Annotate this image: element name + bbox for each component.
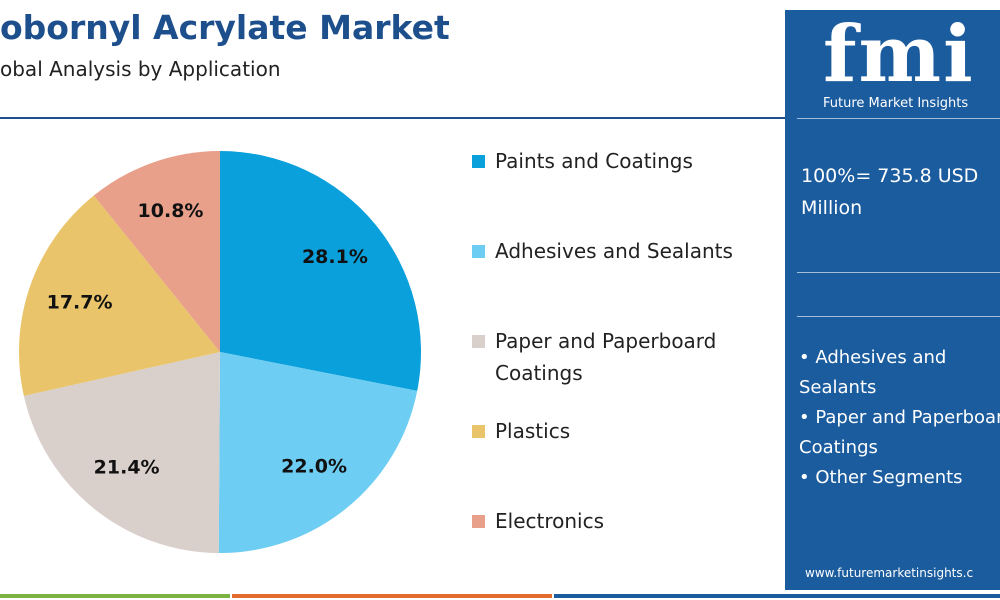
market-size-note: 100%= 735.8 USD Million [801,165,979,219]
legend-label: Electronics [495,509,605,533]
chart-title: obornyl Acrylate Market [0,8,450,47]
info-panel: fmi Future Market Insights 100%= 735.8 U… [785,10,1000,590]
legend-label: Adhesives and Sealants [495,239,733,263]
bullet-list: • Adhesives and Sealants • Paper and Pape… [799,343,1000,493]
pie-chart: 28.1% 22.0% 21.4% 17.7% 10.8% [19,151,421,553]
data-label: 10.8% [138,200,204,222]
legend-item: Paper and Paperboard Coatings [472,325,772,415]
chart-subtitle: obal Analysis by Application [0,57,281,81]
data-label: 22.0% [281,456,347,478]
legend-item: Paints and Coatings [472,145,772,235]
pie-slice [19,195,220,396]
bullet-item: • Other Segments [799,467,963,488]
legend-label: Plastics [495,419,571,443]
pie-slice [93,151,220,352]
legend-label: Paints and Coatings [495,149,693,173]
data-label: 17.7% [47,291,113,313]
footer-bar [232,594,552,598]
legend-item: Plastics [472,415,772,505]
pie-slice [23,352,221,553]
pie-slice [218,352,418,553]
bullet-item: • Paper and Paperboard Coatings [799,407,1000,458]
legend-swatch [472,425,485,438]
website: www.futuremarketinsights.c [805,566,974,580]
logo: fmi [823,10,975,100]
legend-item: Adhesives and Sealants [472,235,772,325]
legend-swatch [472,245,485,258]
data-label: 28.1% [302,246,368,268]
bullet-item: • Adhesives and Sealants [799,347,947,398]
legend-swatch [472,515,485,528]
footer-bar [0,594,230,598]
pie-slice [220,151,421,391]
data-label: 21.4% [94,456,160,478]
legend-label: Paper and Paperboard Coatings [495,329,717,385]
panel-divider [797,316,1000,317]
legend-swatch [472,155,485,168]
panel-divider [797,272,1000,273]
legend-item: Electronics [472,505,772,595]
panel-divider [797,118,1000,119]
footer-bar [554,594,1000,598]
legend: Paints and Coatings Adhesives and Sealant… [472,145,772,595]
legend-swatch [472,335,485,348]
brand-name: Future Market Insights [823,96,969,111]
divider [0,117,785,119]
